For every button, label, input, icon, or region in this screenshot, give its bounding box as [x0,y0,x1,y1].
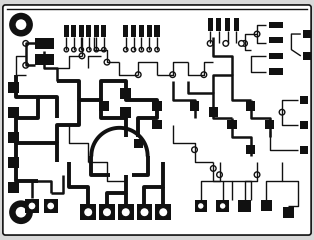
Bar [227,120,237,129]
Circle shape [201,72,207,78]
Circle shape [192,147,197,152]
Bar [101,25,106,37]
Circle shape [279,109,285,115]
Circle shape [197,203,204,210]
Circle shape [104,59,110,65]
Bar [269,22,283,28]
Bar [152,101,162,111]
Circle shape [87,48,91,52]
Bar [265,120,274,129]
Circle shape [9,13,33,36]
Bar [155,204,171,220]
Bar [8,157,19,168]
Circle shape [9,200,33,224]
Circle shape [121,208,130,217]
Bar [194,200,207,212]
Circle shape [135,72,141,78]
Circle shape [84,208,93,217]
Bar [246,101,256,111]
Bar [120,107,131,118]
Bar [118,204,133,220]
Bar [79,25,84,37]
Circle shape [140,208,149,217]
Bar [154,25,160,37]
Circle shape [239,41,244,46]
Bar [44,199,58,213]
Bar [64,25,69,37]
Bar [25,199,39,213]
Circle shape [159,208,168,217]
Bar [246,145,256,154]
Bar [238,200,251,212]
Bar [35,38,54,49]
Circle shape [207,41,213,46]
Circle shape [16,19,26,30]
Circle shape [102,48,106,52]
Bar [216,18,221,31]
Bar [261,200,272,211]
Bar [303,52,311,60]
Circle shape [64,48,68,52]
Circle shape [23,62,29,68]
Circle shape [254,31,260,37]
Bar [269,53,283,59]
Bar [99,101,109,111]
Circle shape [47,202,55,210]
Circle shape [170,72,176,78]
Circle shape [139,48,143,52]
Circle shape [217,172,222,178]
Bar [133,139,143,148]
Circle shape [28,202,36,210]
Bar [120,88,131,99]
Bar [283,207,294,218]
Bar [300,96,308,104]
Circle shape [23,41,29,46]
Bar [234,18,239,31]
Bar [131,25,136,37]
Circle shape [254,172,260,178]
Bar [225,18,230,31]
Bar [216,200,229,212]
Bar [139,25,144,37]
Bar [303,30,311,38]
Circle shape [16,207,26,218]
Circle shape [210,166,216,171]
Bar [8,82,19,93]
Bar [80,204,96,220]
Bar [300,146,308,154]
Circle shape [155,48,159,52]
Circle shape [79,48,84,52]
Bar [269,37,283,43]
Bar [35,54,54,65]
Bar [152,120,162,129]
Circle shape [219,203,226,210]
Circle shape [102,208,112,217]
Bar [94,25,99,37]
Circle shape [72,48,76,52]
Bar [8,182,19,193]
FancyBboxPatch shape [3,5,311,235]
Circle shape [147,48,151,52]
Bar [269,68,283,75]
Circle shape [123,48,128,52]
Bar [8,107,19,118]
Bar [123,25,128,37]
Circle shape [79,53,85,59]
Bar [99,204,115,220]
Bar [71,25,76,37]
Bar [208,18,213,31]
Bar [190,101,199,111]
Circle shape [242,41,247,46]
Bar [208,108,218,117]
Bar [137,204,152,220]
Bar [86,25,91,37]
Bar [300,121,308,129]
Bar [147,25,152,37]
Circle shape [223,41,229,46]
Circle shape [94,48,99,52]
Bar [8,132,19,143]
Circle shape [131,48,136,52]
